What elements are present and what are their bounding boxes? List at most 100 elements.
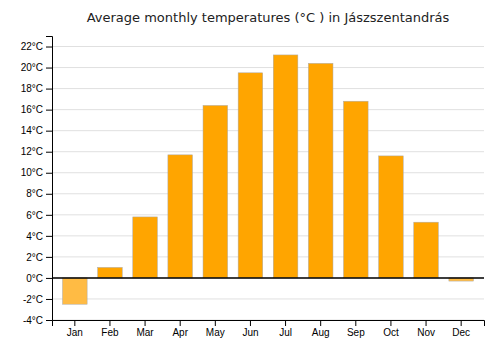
grid-line xyxy=(52,130,484,131)
tick-label: 10°C xyxy=(21,167,43,178)
plot: -4°C-2°C0°C2°C4°C6°C8°C10°C12°C14°C16°C1… xyxy=(21,37,485,339)
tick-label: May xyxy=(206,327,225,338)
tick-mark xyxy=(74,320,75,326)
tick-label: Sep xyxy=(347,327,365,338)
grid-line xyxy=(52,172,484,173)
tick-mark xyxy=(355,320,356,326)
tick-mark xyxy=(46,131,52,132)
tick-mark xyxy=(46,173,52,174)
tick: Jan xyxy=(67,320,83,338)
tick-mark xyxy=(46,278,52,279)
tick-label: 8°C xyxy=(26,188,43,199)
tick-mark xyxy=(46,299,52,300)
tick: 6°C xyxy=(26,210,52,221)
grid-line xyxy=(52,277,484,278)
grid-line xyxy=(52,46,484,47)
tick: 8°C xyxy=(26,188,52,199)
axis-line xyxy=(46,37,53,321)
tick-mark xyxy=(215,320,216,326)
tick-mark xyxy=(426,320,427,326)
axis-line xyxy=(53,321,485,327)
tick-mark xyxy=(320,320,321,326)
bars xyxy=(52,55,484,304)
tick: 10°C xyxy=(21,167,52,178)
grid-line xyxy=(52,193,484,194)
tick-mark xyxy=(46,89,52,90)
tick: 4°C xyxy=(26,231,52,242)
tick-label: -4°C xyxy=(23,315,43,326)
tick: Mar xyxy=(136,320,154,338)
tick: 16°C xyxy=(21,104,52,115)
tick: 20°C xyxy=(21,62,52,73)
chart: -4°C-2°C0°C2°C4°C6°C8°C10°C12°C14°C16°C1… xyxy=(0,0,500,350)
tick-label: 0°C xyxy=(26,273,43,284)
x-axis: Jan Feb Mar Apr May Jun Jul Aug Sep Oct Nov Dec xyxy=(53,320,485,338)
grid-line xyxy=(52,298,484,299)
tick-mark xyxy=(461,320,462,326)
tick: 18°C xyxy=(21,83,52,94)
tick-label: 12°C xyxy=(21,146,43,157)
grid xyxy=(52,47,484,320)
tick-label: 22°C xyxy=(21,41,43,52)
zero-line xyxy=(52,277,484,279)
tick: Oct xyxy=(383,320,399,338)
tick-label: 18°C xyxy=(21,83,43,94)
bar xyxy=(273,55,298,278)
tick-mark xyxy=(46,194,52,195)
bar xyxy=(308,63,333,278)
tick-label: 20°C xyxy=(21,62,43,73)
tick-label: Oct xyxy=(383,327,399,338)
tick-mark xyxy=(109,320,110,326)
tick: Apr xyxy=(172,320,188,338)
bar xyxy=(63,278,88,304)
tick: Jul xyxy=(279,320,292,338)
grid-line xyxy=(52,214,484,215)
tick: Aug xyxy=(312,320,330,338)
tick-mark xyxy=(46,215,52,216)
tick-label: Feb xyxy=(101,327,119,338)
tick: May xyxy=(206,320,225,338)
tick: Jun xyxy=(242,320,258,338)
tick-mark xyxy=(390,320,391,326)
tick-mark xyxy=(46,47,52,48)
bar xyxy=(98,267,123,278)
bar xyxy=(168,155,193,278)
tick-mark xyxy=(46,152,52,153)
tick-mark xyxy=(46,68,52,69)
tick: Feb xyxy=(101,320,119,338)
tick-label: Jan xyxy=(67,327,83,338)
tick-label: 16°C xyxy=(21,104,43,115)
tick-mark xyxy=(250,320,251,326)
tick-mark xyxy=(46,320,52,321)
tick-label: Jun xyxy=(242,327,258,338)
tick-label: Dec xyxy=(452,327,470,338)
tick-label: Mar xyxy=(136,327,154,338)
tick: 12°C xyxy=(21,146,52,157)
tick-label: 6°C xyxy=(26,210,43,221)
bar xyxy=(344,101,369,278)
tick-label: Nov xyxy=(417,327,435,338)
tick: Sep xyxy=(347,320,365,338)
grid-line xyxy=(52,109,484,110)
tick: 2°C xyxy=(26,252,52,263)
tick-label: 4°C xyxy=(26,231,43,242)
tick-mark xyxy=(46,236,52,237)
tick: 22°C xyxy=(21,41,52,52)
bar xyxy=(414,222,439,278)
tick-mark xyxy=(46,257,52,258)
tick-mark xyxy=(145,320,146,326)
title: Average monthly temperatures (°C ) in Já… xyxy=(87,10,450,25)
tick-label: Apr xyxy=(172,327,188,338)
grid-line xyxy=(52,151,484,152)
y-axis: -4°C-2°C0°C2°C4°C6°C8°C10°C12°C14°C16°C1… xyxy=(21,37,53,326)
tick: Dec xyxy=(452,320,470,338)
tick-label: Aug xyxy=(312,327,330,338)
tick-label: 2°C xyxy=(26,252,43,263)
tick: -2°C xyxy=(23,294,52,305)
tick: -4°C xyxy=(23,315,52,326)
bar xyxy=(203,105,228,278)
bar xyxy=(238,73,263,278)
bar xyxy=(379,156,404,278)
tick: 0°C xyxy=(26,273,52,284)
tick-mark xyxy=(285,320,286,326)
